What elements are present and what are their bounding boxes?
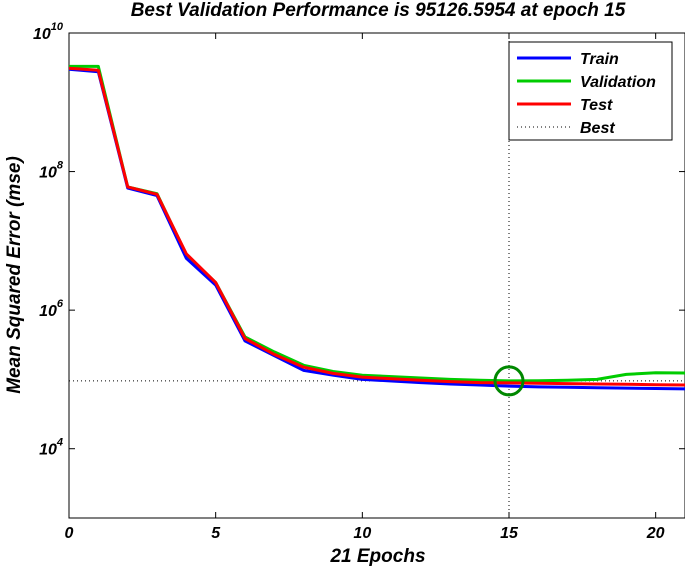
y-tick-label: 104	[39, 437, 63, 459]
series-line-test	[68, 66, 685, 387]
best-epoch-marker	[493, 365, 525, 397]
chart-title: Best Validation Performance is 95126.595…	[131, 0, 626, 21]
series-layer	[68, 64, 685, 391]
x-tick-label: 5	[211, 525, 221, 542]
x-tick-label: 0	[65, 525, 74, 542]
legend: Train Validation Test Best	[508, 41, 673, 141]
y-axis-label: Mean Squared Error (mse)	[4, 156, 25, 394]
legend-label-train: Train	[580, 51, 619, 68]
x-tick-label: 15	[500, 525, 519, 542]
x-axis-label: 21 Epochs	[329, 546, 425, 567]
ticks-layer: 0 5 10 15 20 104 106 108 1010	[33, 21, 685, 542]
y-tick-label: 108	[39, 160, 64, 182]
best-marker-layer	[493, 365, 525, 397]
y-tick-label: 1010	[33, 21, 64, 43]
x-tick-label: 20	[646, 525, 665, 542]
x-tick-label: 10	[353, 525, 371, 542]
legend-label-best: Best	[580, 120, 615, 137]
legend-label-test: Test	[580, 97, 613, 114]
legend-label-validation: Validation	[580, 74, 656, 91]
y-tick-label: 106	[39, 298, 64, 320]
